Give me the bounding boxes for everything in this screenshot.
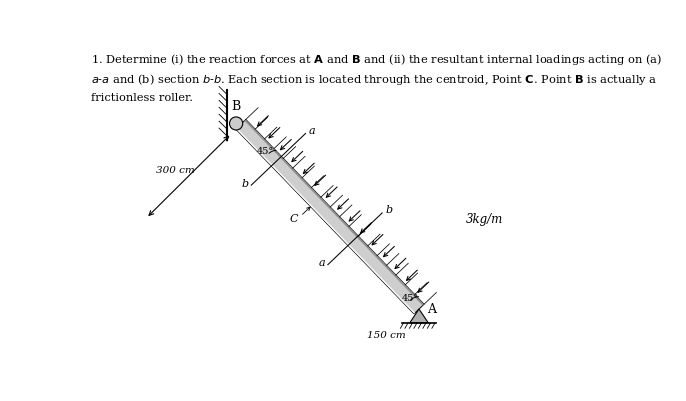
Text: 3kg/m: 3kg/m (466, 213, 503, 225)
Text: 45°: 45° (257, 147, 274, 156)
Polygon shape (236, 129, 415, 314)
Polygon shape (244, 120, 424, 306)
Text: a: a (318, 258, 325, 268)
Polygon shape (410, 309, 428, 323)
Text: 300 cm: 300 cm (156, 166, 195, 174)
Text: $\mathit{a}$-$\mathit{a}$ and (b) section $\mathit{b}$-$\mathit{b}$. Each sectio: $\mathit{a}$-$\mathit{a}$ and (b) sectio… (91, 72, 657, 87)
Text: a: a (309, 126, 316, 136)
Text: b: b (386, 205, 392, 215)
Text: A: A (427, 302, 436, 315)
Text: C: C (289, 213, 298, 223)
Text: 1. Determine (i) the reaction forces at $\mathbf{A}$ and $\mathbf{B}$ and (ii) t: 1. Determine (i) the reaction forces at … (91, 52, 662, 67)
Text: b: b (242, 178, 249, 188)
Polygon shape (236, 120, 424, 314)
Text: B: B (231, 99, 241, 113)
Text: frictionless roller.: frictionless roller. (91, 93, 193, 103)
Text: 45°: 45° (402, 293, 419, 302)
Circle shape (230, 117, 243, 131)
Text: 150 cm: 150 cm (367, 330, 405, 339)
